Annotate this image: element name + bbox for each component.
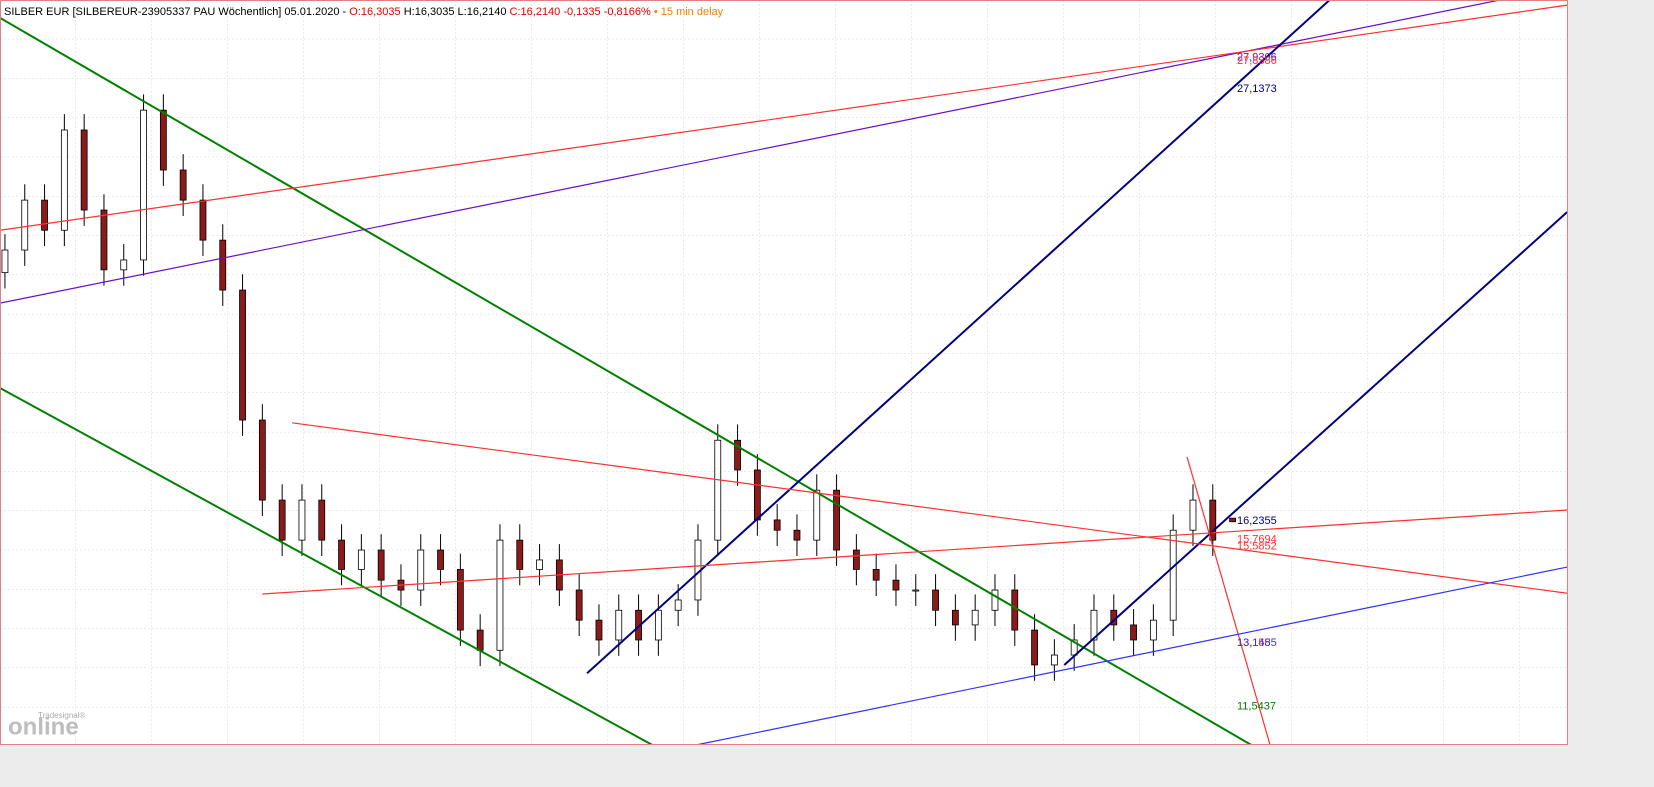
candle-body [199,199,207,241]
candle-body [318,499,326,541]
candle-body [793,529,801,541]
candle-body [298,499,306,541]
header-close: C:16,2140 -0,1335 -0,8166% [510,6,651,18]
candle-body [417,549,425,591]
candle-body [1209,499,1217,541]
candle-body [1011,589,1019,631]
level-label: 16,2355 [1237,515,1277,527]
candle-body [971,609,979,626]
candle-body [575,589,583,621]
trend-line [291,422,1568,594]
candle-body [932,589,939,611]
logo: Tradesignal® online [8,711,86,740]
logo-text: online [8,713,79,740]
candle-body [239,289,246,421]
candle-body [1,249,9,274]
logo-small: Tradesignal® [38,711,86,720]
candle-body [912,589,920,592]
level-label: 11,5437 [1237,701,1276,713]
grid [0,0,1568,745]
header: SILBER EUR [SILBEREUR-23905337 PAU Wöche… [4,6,724,18]
trend-line [586,0,1331,675]
candle-body [991,589,999,611]
level-label: 13,155 [1237,637,1271,649]
candle-body [852,549,860,570]
candle-body [734,439,741,471]
candle-body [357,549,365,570]
candle-body [1169,529,1177,621]
candle-body [674,599,682,611]
candle-body [21,199,29,251]
level-label: 13,1485 [1237,637,1277,649]
trend-line [1186,456,1271,745]
level-label: 27,8386 [1237,55,1277,67]
trend-line [0,387,653,745]
candle-body [813,489,821,541]
candle-body [80,129,88,211]
candle-body [892,579,900,591]
candle-body [615,609,623,641]
level-label: 27,1373 [1237,83,1277,95]
candle-body [654,609,662,641]
candle-body [60,129,68,231]
candle-body [159,109,167,171]
candle-body [496,539,504,651]
candle-body [516,539,524,570]
candle-body [179,169,187,201]
candle-body [338,539,345,570]
trend-line [0,16,1254,745]
candle-body [278,499,286,541]
marks [0,0,1568,745]
candle-body [219,239,227,291]
header-high-low: H:16,3035 L:16,2140 [404,6,507,18]
candle-body [41,199,48,231]
trend-line [262,509,1568,595]
candle-body [753,469,761,521]
candle-body [833,489,840,551]
trend-line [1063,211,1568,666]
candle-body [1050,654,1058,666]
candle-body [1149,619,1157,641]
plot-border [0,0,1568,745]
level-label: 27,9306 [1237,51,1277,63]
candle-body [100,209,108,271]
candle-body [1229,517,1236,523]
candle-body [951,609,959,626]
candle-body [377,549,385,581]
candle-body [476,629,484,651]
candle-body [1031,629,1038,666]
trend-line [0,4,1568,231]
candle-body [595,619,603,641]
candle-body [536,559,543,570]
candle-body [456,569,464,631]
candle-body [872,569,880,581]
candle-body [120,259,128,271]
candle-body [1189,499,1197,531]
candle-body [1090,609,1098,641]
candle-body [773,519,781,531]
candle-body [258,419,266,501]
candle-body [437,549,444,570]
level-label: 15,7694 [1237,533,1277,545]
header-open: O:16,3035 [349,6,400,18]
header-title: SILBER EUR [SILBEREUR-23905337 PAU Wöche… [4,6,347,18]
candle-body [140,109,147,261]
header-delay: • 15 min delay [654,6,724,18]
candle-body [714,439,722,541]
candle-body [1130,624,1137,641]
trend-line [693,566,1568,745]
level-label: 15,5852 [1237,541,1277,553]
